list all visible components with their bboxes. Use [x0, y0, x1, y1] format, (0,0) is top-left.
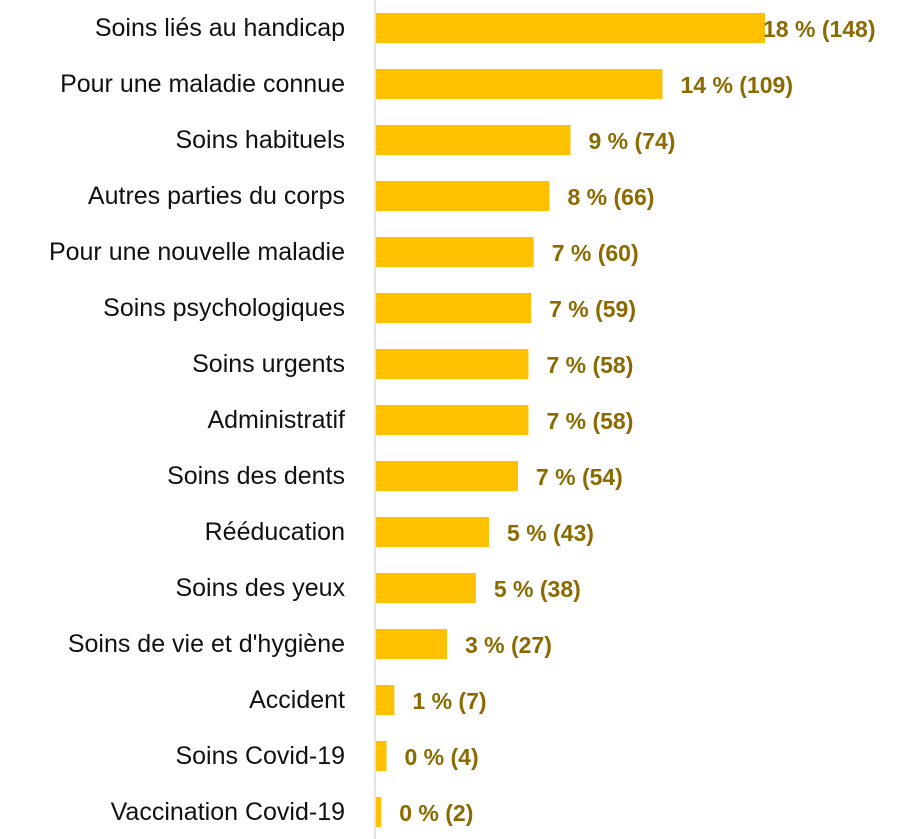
bar — [376, 405, 529, 435]
bar — [376, 629, 447, 659]
data-label: 14 % (109) — [680, 72, 793, 98]
category-label: Soins psychologiques — [103, 294, 345, 322]
data-label: 7 % (60) — [552, 240, 639, 266]
data-label: 5 % (43) — [507, 520, 594, 546]
bar — [376, 461, 518, 491]
bar — [376, 573, 476, 603]
category-label: Pour une nouvelle maladie — [49, 238, 345, 266]
data-label: 7 % (58) — [546, 408, 633, 434]
data-label: 0 % (2) — [399, 800, 473, 826]
bar — [376, 13, 765, 43]
data-label: 18 % (148) — [763, 16, 876, 42]
category-label: Rééducation — [205, 518, 345, 546]
data-label: 7 % (58) — [546, 352, 633, 378]
bar — [376, 125, 571, 155]
bar — [376, 797, 382, 827]
bar — [376, 69, 663, 99]
category-label: Soins des yeux — [175, 574, 345, 602]
category-label: Soins urgents — [192, 350, 345, 378]
category-label: Autres parties du corps — [88, 182, 345, 210]
bar — [376, 517, 490, 547]
category-label: Soins habituels — [175, 126, 345, 154]
data-label: 7 % (59) — [549, 296, 636, 322]
category-label: Accident — [249, 686, 345, 714]
bar — [376, 237, 534, 267]
category-label: Vaccination Covid-19 — [111, 798, 345, 826]
category-label: Soins des dents — [167, 462, 345, 490]
labels-layer: Soins liés au handicap 18 % (148) Pour une… — [49, 14, 876, 826]
category-label: Soins liés au handicap — [95, 14, 345, 42]
bar — [376, 293, 532, 323]
data-label: 8 % (66) — [567, 184, 654, 210]
bar — [376, 685, 395, 715]
bar — [376, 349, 529, 379]
data-label: 1 % (7) — [412, 688, 486, 714]
bars-layer — [376, 13, 765, 827]
bar — [376, 741, 387, 771]
data-label: 0 % (4) — [405, 744, 479, 770]
data-label: 7 % (54) — [536, 464, 623, 490]
category-label: Soins Covid-19 — [175, 742, 345, 770]
bar — [376, 181, 550, 211]
category-label: Pour une maladie connue — [60, 70, 345, 98]
data-label: 3 % (27) — [465, 632, 552, 658]
category-label: Administratif — [207, 406, 345, 434]
data-label: 9 % (74) — [589, 128, 676, 154]
category-label: Soins de vie et d'hygiène — [68, 630, 345, 658]
data-label: 5 % (38) — [494, 576, 581, 602]
